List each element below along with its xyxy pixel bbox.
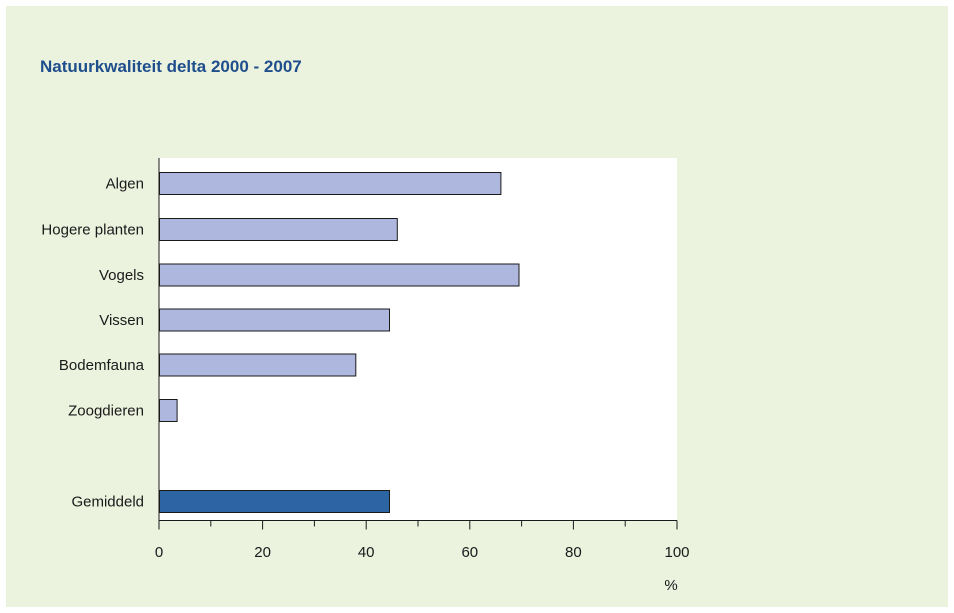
bar-vogels	[159, 263, 520, 287]
category-label-vissen: Vissen	[99, 312, 144, 329]
category-label-vogels: Vogels	[99, 267, 144, 284]
plot-area	[159, 158, 677, 520]
x-tick-label-100: 100	[664, 544, 689, 561]
bar-bodemfauna	[159, 353, 357, 377]
bar-vissen	[159, 308, 390, 332]
bar-algen	[159, 172, 502, 195]
x-tick-label-0: 0	[155, 544, 163, 561]
x-tick-label-40: 40	[358, 544, 375, 561]
x-axis-unit-label: %	[664, 577, 677, 594]
category-label-gemiddeld: Gemiddeld	[71, 494, 144, 511]
bar-zoogdieren	[159, 399, 178, 422]
x-tick-label-60: 60	[461, 544, 478, 561]
chart-title: Natuurkwaliteit delta 2000 - 2007	[40, 57, 302, 76]
category-labels: Algen Hogere planten Vogels Vissen Bodemfaun…	[41, 176, 144, 511]
x-tick-label-80: 80	[565, 544, 582, 561]
bar-gemiddeld	[159, 490, 390, 513]
category-label-bodemfauna: Bodemfauna	[59, 357, 145, 374]
x-axis-ticks: 0 20 40 60 80 100	[155, 520, 690, 561]
x-tick-label-20: 20	[254, 544, 271, 561]
category-label-hogere-planten: Hogere planten	[41, 222, 144, 239]
bar-hogere-planten	[159, 218, 398, 241]
category-label-zoogdieren: Zoogdieren	[68, 403, 144, 420]
category-label-algen: Algen	[106, 176, 144, 193]
